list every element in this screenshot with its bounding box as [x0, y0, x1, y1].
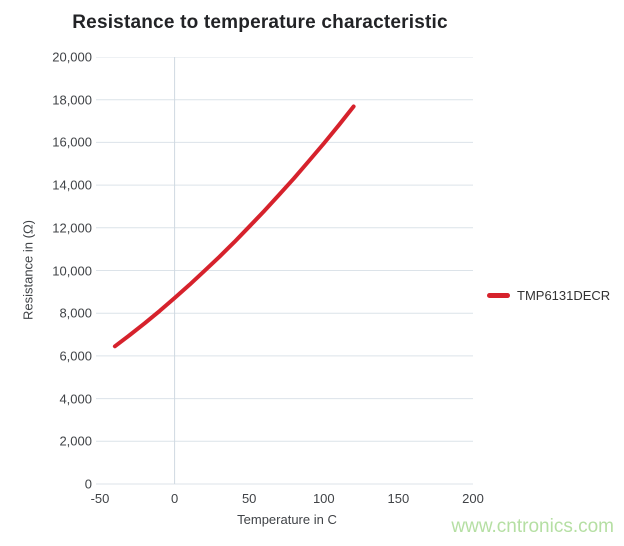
legend-line-swatch [487, 293, 510, 298]
y-axis-title: Resistance in (Ω) [20, 219, 36, 321]
y-tick-label: 20,000 [52, 49, 92, 65]
legend-label: TMP6131DECR [517, 288, 611, 303]
y-tick-label: 18,000 [52, 92, 92, 108]
y-tick-label: 14,000 [52, 177, 92, 193]
x-tick-label: 0 [170, 491, 179, 506]
y-tick-label: 8,000 [59, 305, 92, 321]
plot-area [96, 57, 473, 485]
y-tick-label: 4,000 [59, 391, 92, 407]
y-tick-label: 10,000 [52, 263, 92, 278]
y-tick-label: 6,000 [59, 348, 92, 364]
x-tick-label: 100 [312, 491, 335, 506]
series-line [112, 104, 356, 349]
x-tick-label: 50 [241, 491, 257, 506]
y-tick-label: 2,000 [59, 433, 92, 449]
x-tick-label: 150 [387, 491, 410, 506]
y-tick-label: 0 [84, 476, 92, 492]
x-axis-title: Temperature in C [237, 512, 337, 527]
y-tick-label: 12,000 [52, 220, 92, 236]
legend: TMP6131DECR [487, 288, 610, 303]
x-tick-label: 200 [462, 491, 484, 506]
chart-title: Resistance to temperature characteristic [72, 12, 448, 33]
y-tick-label: 16,000 [52, 134, 92, 150]
watermark: www.cntronics.com [451, 516, 614, 537]
x-tick-label: -50 [90, 491, 110, 506]
